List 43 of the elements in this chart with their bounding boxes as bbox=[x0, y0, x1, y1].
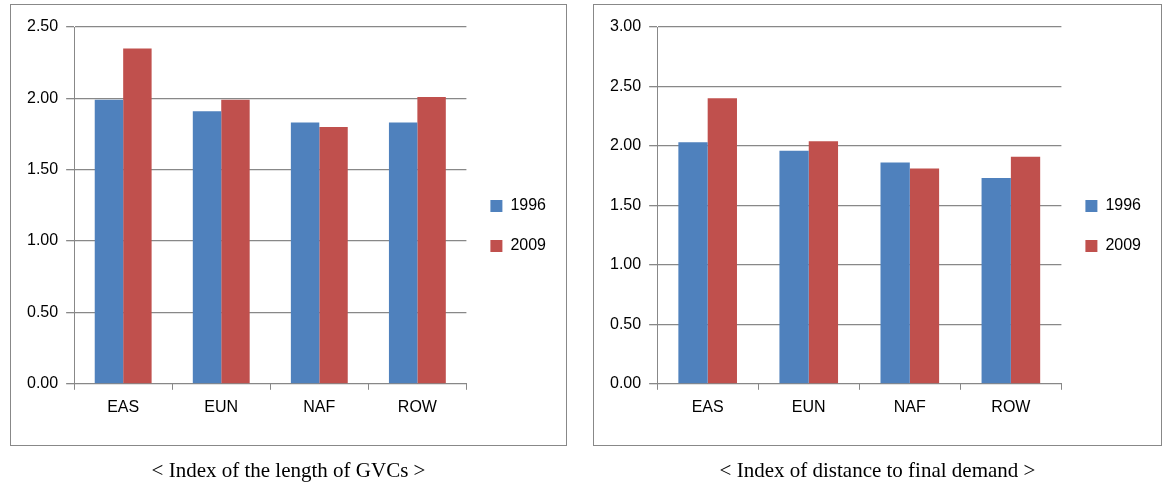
y-tick-label: 2.00 bbox=[610, 136, 642, 154]
x-tick-label: EAS bbox=[691, 397, 724, 415]
legend-label: 2009 bbox=[1105, 236, 1142, 254]
x-tick-label: NAF bbox=[893, 397, 927, 415]
bar bbox=[192, 111, 222, 384]
bar bbox=[1010, 156, 1041, 384]
x-tick-label: EUN bbox=[204, 397, 239, 415]
legend-label: 2009 bbox=[510, 236, 547, 254]
y-tick-label: 3.00 bbox=[610, 17, 642, 35]
y-tick-label: 1.00 bbox=[610, 255, 642, 273]
bar bbox=[808, 141, 839, 384]
bar bbox=[94, 99, 124, 384]
x-tick-label: EUN bbox=[791, 397, 826, 415]
y-tick-label: 2.50 bbox=[610, 76, 642, 94]
bar bbox=[388, 122, 418, 384]
text: < Index of the length of GVCs > bbox=[150, 458, 427, 482]
bar bbox=[909, 168, 940, 384]
x-tick-label: ROW bbox=[991, 397, 1032, 415]
bar bbox=[123, 48, 152, 384]
y-tick-label: 0.50 bbox=[610, 314, 642, 332]
bar bbox=[221, 99, 250, 384]
y-tick-label: 0.00 bbox=[610, 374, 642, 392]
bar bbox=[880, 162, 910, 384]
bar bbox=[981, 178, 1011, 384]
y-tick-label: 2.00 bbox=[27, 88, 59, 106]
bar bbox=[319, 126, 348, 384]
bar bbox=[779, 150, 809, 384]
y-tick-label: 0.00 bbox=[27, 374, 59, 392]
y-tick-label: 1.00 bbox=[27, 231, 59, 249]
text: < Index of distance to final demand > bbox=[718, 458, 1037, 482]
bar bbox=[417, 96, 446, 384]
y-tick-label: 0.50 bbox=[27, 302, 59, 320]
bar bbox=[678, 142, 708, 384]
x-tick-label: EAS bbox=[107, 397, 140, 415]
y-tick-label: 1.50 bbox=[27, 160, 59, 178]
x-tick-label: ROW bbox=[397, 397, 438, 415]
bar bbox=[707, 98, 737, 384]
y-tick-label: 1.50 bbox=[610, 195, 642, 213]
legend-label: 1996 bbox=[1105, 196, 1142, 214]
y-tick-label: 2.50 bbox=[27, 17, 59, 35]
legend-label: 1996 bbox=[510, 196, 547, 214]
x-tick-label: NAF bbox=[303, 397, 336, 415]
bar bbox=[290, 122, 320, 384]
